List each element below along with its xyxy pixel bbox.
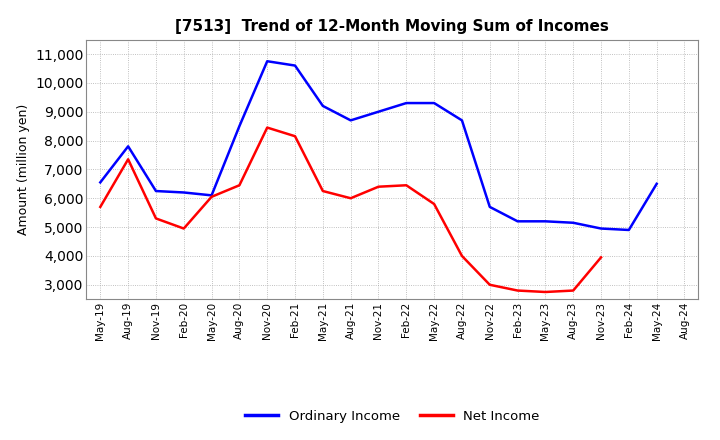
Net Income bbox=[291, 134, 300, 139]
Ordinary Income bbox=[458, 118, 467, 123]
Net Income bbox=[207, 194, 216, 199]
Ordinary Income bbox=[207, 193, 216, 198]
Net Income bbox=[96, 204, 104, 209]
Ordinary Income bbox=[291, 63, 300, 68]
Ordinary Income bbox=[96, 180, 104, 185]
Net Income bbox=[318, 188, 327, 194]
Net Income bbox=[235, 183, 243, 188]
Ordinary Income bbox=[374, 109, 383, 114]
Ordinary Income bbox=[541, 219, 550, 224]
Title: [7513]  Trend of 12-Month Moving Sum of Incomes: [7513] Trend of 12-Month Moving Sum of I… bbox=[176, 19, 609, 34]
Ordinary Income bbox=[346, 118, 355, 123]
Net Income bbox=[430, 202, 438, 207]
Ordinary Income bbox=[263, 59, 271, 64]
Ordinary Income bbox=[124, 144, 132, 149]
Net Income bbox=[485, 282, 494, 287]
Net Income bbox=[263, 125, 271, 130]
Ordinary Income bbox=[485, 204, 494, 209]
Ordinary Income bbox=[152, 188, 161, 194]
Net Income bbox=[346, 196, 355, 201]
Net Income bbox=[374, 184, 383, 189]
Net Income bbox=[597, 255, 606, 260]
Ordinary Income bbox=[235, 124, 243, 129]
Ordinary Income bbox=[513, 219, 522, 224]
Net Income bbox=[402, 183, 410, 188]
Ordinary Income bbox=[597, 226, 606, 231]
Net Income bbox=[124, 157, 132, 162]
Net Income bbox=[152, 216, 161, 221]
Net Income bbox=[458, 253, 467, 259]
Ordinary Income bbox=[652, 181, 661, 187]
Ordinary Income bbox=[430, 100, 438, 106]
Net Income bbox=[179, 226, 188, 231]
Legend: Ordinary Income, Net Income: Ordinary Income, Net Income bbox=[240, 404, 545, 429]
Ordinary Income bbox=[624, 227, 633, 233]
Line: Net Income: Net Income bbox=[100, 128, 601, 292]
Y-axis label: Amount (million yen): Amount (million yen) bbox=[17, 104, 30, 235]
Ordinary Income bbox=[179, 190, 188, 195]
Net Income bbox=[569, 288, 577, 293]
Line: Ordinary Income: Ordinary Income bbox=[100, 61, 657, 230]
Ordinary Income bbox=[318, 103, 327, 109]
Net Income bbox=[513, 288, 522, 293]
Net Income bbox=[541, 290, 550, 295]
Ordinary Income bbox=[402, 100, 410, 106]
Ordinary Income bbox=[569, 220, 577, 225]
